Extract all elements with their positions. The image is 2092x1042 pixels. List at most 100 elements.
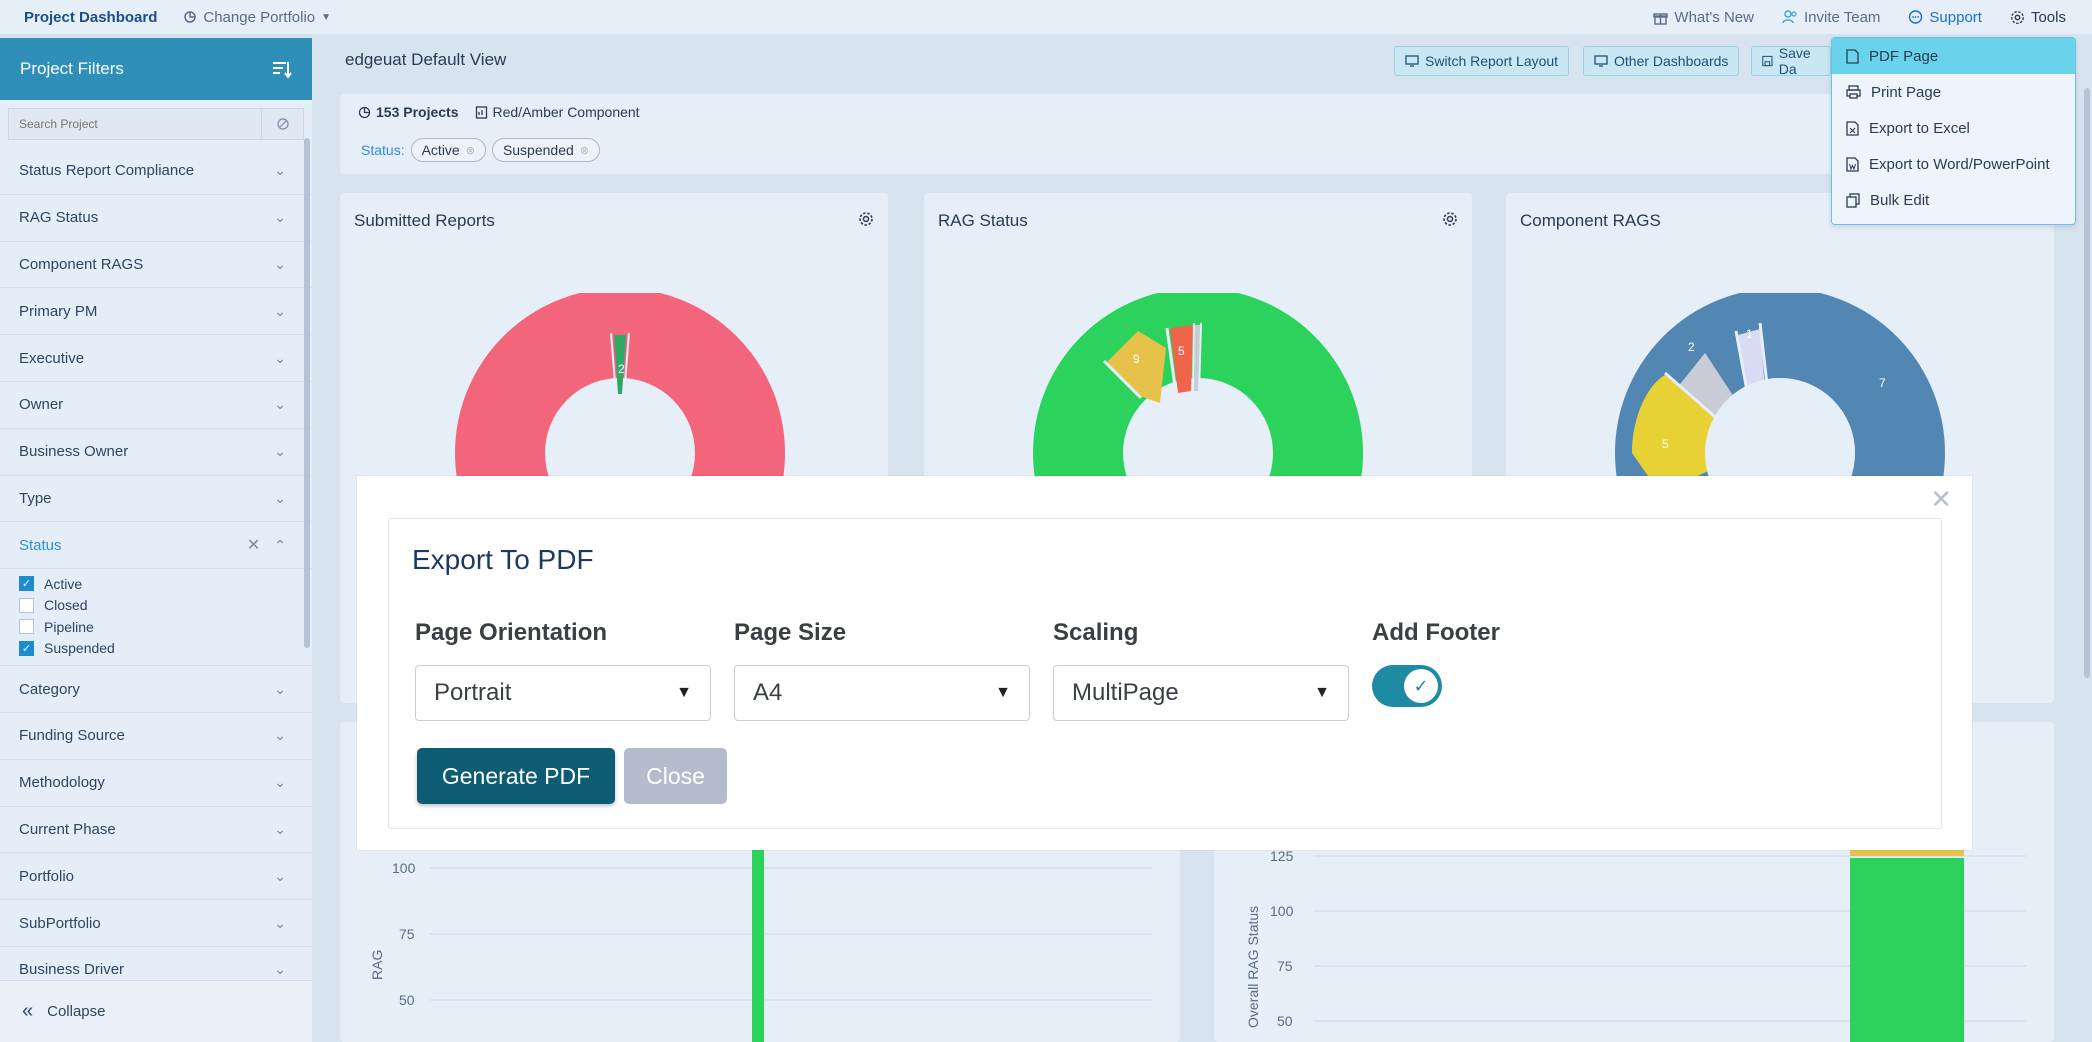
checkbox[interactable]: ✓ — [19, 576, 34, 592]
chart-bar[interactable] — [752, 842, 764, 1042]
page-orientation-select[interactable]: Portrait ▼ — [415, 665, 711, 721]
donut-slice-amber[interactable] — [1106, 331, 1166, 403]
filter-label: Status Report Compliance — [19, 162, 195, 180]
field-label: Add Footer — [1372, 619, 1500, 646]
checkbox[interactable] — [19, 597, 34, 613]
remove-chip-icon[interactable]: ⊗ — [579, 144, 589, 157]
export-pdf-modal: ✕ Export To PDF Page Orientation Portrai… — [357, 476, 1972, 850]
donut-slice-grey[interactable] — [1194, 325, 1200, 391]
card-settings-icon[interactable] — [1442, 211, 1458, 227]
filter-subportfolio[interactable]: SubPortfolio ⌄ — [0, 900, 312, 947]
status-chip-suspended[interactable]: Suspended ⊗ — [491, 138, 600, 162]
status-option[interactable]: Closed — [19, 595, 312, 617]
switch-report-layout-button[interactable]: Switch Report Layout — [1394, 46, 1570, 76]
scaling-field: Scaling MultiPage ▼ — [1053, 619, 1349, 721]
menu-item-pdf-page[interactable]: PDF Page — [1832, 38, 2075, 74]
filter-owner[interactable]: Owner ⌄ — [0, 382, 312, 429]
filter-label: Business Driver — [19, 961, 125, 979]
y-tick-label: 75 — [399, 926, 415, 942]
chat-icon — [1909, 9, 1923, 24]
chart-bar-green[interactable] — [1850, 858, 1964, 1042]
filter-funding-source[interactable]: Funding Source ⌄ — [0, 713, 312, 760]
clear-filter-icon[interactable]: ✕ — [246, 537, 261, 555]
search-button[interactable] — [261, 109, 303, 139]
select-value: A4 — [753, 679, 783, 706]
scaling-select[interactable]: MultiPage ▼ — [1053, 665, 1349, 721]
whats-new-link[interactable]: What's New — [1653, 9, 1754, 26]
filter-business-owner[interactable]: Business Owner ⌄ — [0, 429, 312, 476]
card-settings-icon[interactable] — [858, 211, 874, 227]
check-icon: ✓ — [1404, 669, 1438, 703]
red-amber-component[interactable]: Red/Amber Component — [475, 104, 640, 120]
monitor-icon — [1594, 55, 1608, 67]
filter-primary-pm[interactable]: Primary PM ⌄ — [0, 288, 312, 336]
menu-item-label: PDF Page — [1869, 47, 1939, 65]
switch-report-layout-label: Switch Report Layout — [1425, 53, 1559, 69]
filter-label: Executive — [19, 349, 85, 367]
generate-pdf-button[interactable]: Generate PDF — [417, 748, 615, 804]
users-icon — [1782, 10, 1797, 24]
filter-current-phase[interactable]: Current Phase ⌄ — [0, 807, 312, 854]
y-tick-label: 75 — [1277, 958, 1293, 974]
filter-executive[interactable]: Executive ⌄ — [0, 335, 312, 382]
add-footer-toggle[interactable]: ✓ — [1372, 665, 1442, 707]
close-icon[interactable]: ✕ — [1930, 484, 1952, 514]
donut-slice-red[interactable] — [1170, 325, 1193, 393]
filter-component-rags[interactable]: Component RAGS ⌄ — [0, 242, 312, 289]
donut-label: 1 — [1746, 327, 1753, 341]
app-title[interactable]: Project Dashboard — [24, 8, 158, 26]
filter-category[interactable]: Category ⌄ — [0, 666, 312, 713]
sort-filter-icon[interactable] — [272, 60, 292, 78]
field-label: Page Size — [734, 619, 847, 646]
chevron-down-icon: ⌄ — [274, 489, 286, 506]
filter-status-label: Status — [19, 536, 62, 554]
project-search-input[interactable] — [9, 117, 261, 131]
menu-item-export-excel[interactable]: Export to Excel — [1832, 110, 2075, 146]
donut-slice-lavender[interactable] — [1738, 329, 1765, 396]
menu-item-bulk-edit[interactable]: Bulk Edit — [1832, 182, 2075, 218]
chart-bar-amber[interactable] — [1850, 848, 1964, 856]
filter-portfolio[interactable]: Portfolio ⌄ — [0, 853, 312, 901]
checkbox[interactable]: ✓ — [19, 640, 34, 656]
status-option-label: Suspended — [44, 640, 115, 657]
printer-icon — [1846, 85, 1861, 99]
word-file-icon — [1846, 156, 1859, 172]
y-tick-label: 125 — [1270, 848, 1294, 864]
donut-slice-green[interactable] — [614, 335, 626, 394]
status-option[interactable]: ✓ Suspended — [19, 638, 312, 660]
page-scrollbar[interactable] — [2084, 88, 2090, 678]
y-tick-label: 100 — [1270, 903, 1294, 919]
tools-menu-button[interactable]: Tools — [2010, 9, 2066, 26]
y-tick-label: 50 — [1277, 1013, 1293, 1029]
menu-item-export-word-powerpoint[interactable]: Export to Word/PowerPoint — [1832, 146, 2075, 182]
projects-count[interactable]: 153 Projects — [358, 104, 459, 120]
filter-label: Funding Source — [19, 727, 125, 745]
filter-status-report-compliance[interactable]: Status Report Compliance ⌄ — [0, 148, 312, 195]
invite-team-link[interactable]: Invite Team — [1782, 9, 1880, 26]
status-option[interactable]: ✓ Active — [19, 573, 312, 595]
filter-type[interactable]: Type ⌄ — [0, 476, 312, 523]
project-search — [8, 108, 304, 140]
support-link[interactable]: Support — [1908, 9, 1982, 26]
filter-label: Component RAGS — [19, 255, 144, 273]
filter-rag-status[interactable]: RAG Status ⌄ — [0, 195, 312, 242]
excel-file-icon — [1846, 120, 1859, 136]
change-portfolio-menu[interactable]: Change Portfolio ▼ — [183, 9, 331, 26]
other-dashboards-button[interactable]: Other Dashboards — [1583, 46, 1740, 76]
portfolio-icon — [358, 106, 371, 118]
status-chip-active[interactable]: Active ⊗ — [410, 138, 486, 162]
save-dashboard-button[interactable]: Save Da — [1751, 46, 1831, 76]
filter-status[interactable]: Status ✕ ⌃ — [0, 522, 312, 570]
status-option[interactable]: Pipeline — [19, 616, 312, 638]
chevron-up-icon[interactable]: ⌃ — [274, 536, 286, 553]
bottom-left-chart: 100 75 50 RAG — [369, 842, 1152, 1042]
filter-methodology[interactable]: Methodology ⌄ — [0, 760, 312, 807]
close-button[interactable]: Close — [624, 748, 727, 804]
checkbox[interactable] — [19, 619, 34, 635]
status-filter-label: Status: — [361, 142, 405, 158]
sidebar-scrollbar[interactable] — [304, 138, 310, 648]
menu-item-print-page[interactable]: Print Page — [1832, 74, 2075, 110]
collapse-button[interactable]: « Collapse — [0, 980, 312, 1042]
page-size-select[interactable]: A4 ▼ — [734, 665, 1030, 721]
remove-chip-icon[interactable]: ⊗ — [465, 144, 475, 157]
